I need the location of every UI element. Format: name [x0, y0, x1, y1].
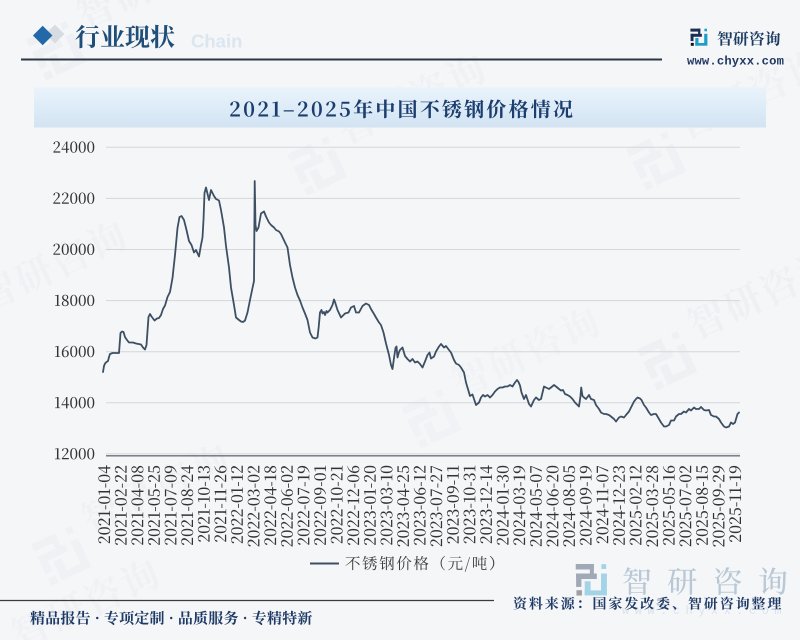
svg-text:www.chyxx.com: www.chyxx.com: [687, 55, 784, 69]
svg-text:Chain: Chain: [191, 31, 242, 52]
